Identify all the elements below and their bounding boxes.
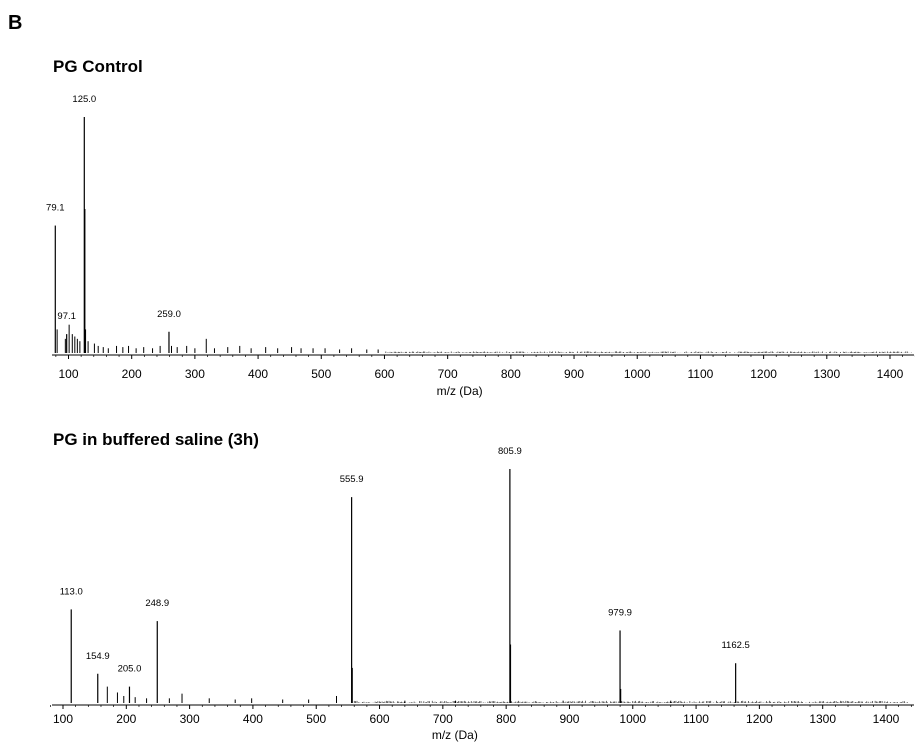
spectrum-2-x-tick-label: 700 <box>433 712 453 726</box>
spectrum-1-x-tick-label: 700 <box>438 367 458 381</box>
spectrum-1-x-tick-label: 1400 <box>877 367 904 381</box>
spectrum-2-baseline-noise <box>353 700 908 703</box>
spectrum-2-peak-label: 154.9 <box>86 651 110 662</box>
spectrum-1-x-tick-label: 800 <box>501 367 521 381</box>
spectrum-1-x-tick-label: 1000 <box>624 367 651 381</box>
spectrum-2-x-tick-label: 300 <box>180 712 200 726</box>
spectrum-2-peak-label: 979.9 <box>608 607 632 618</box>
spectrum-1-x-tick-label: 900 <box>564 367 584 381</box>
panel-title-saline: PG in buffered saline (3h) <box>53 430 259 449</box>
spectrum-2-x-tick-label: 1000 <box>619 712 646 726</box>
spectrum-1-x-tick-label: 300 <box>185 367 205 381</box>
spectrum-1-peak-label: 79.1 <box>46 203 65 214</box>
spectrum-1-x-axis-title: m/z (Da) <box>437 384 483 398</box>
spectrum-2-peak-label: 248.9 <box>145 598 169 609</box>
spectrum-2-x-tick-label: 500 <box>306 712 326 726</box>
spectrum-1-peak-label: 125.0 <box>72 94 96 105</box>
spectrum-1-x-tick-label: 100 <box>58 367 78 381</box>
spectrum-2-x-tick-label: 600 <box>370 712 390 726</box>
figure-letter: B <box>8 12 23 34</box>
spectrum-2-peak-label: 555.9 <box>340 474 364 485</box>
spectrum-1-x-tick-label: 1200 <box>750 367 777 381</box>
spectrum-1-x-tick-label: 1100 <box>688 367 714 381</box>
spectrum-2-x-tick-label: 200 <box>116 712 136 726</box>
spectrum-1-x-tick-label: 600 <box>374 367 394 381</box>
spectrum-1-x-tick-label: 1300 <box>813 367 840 381</box>
spectrum-2-x-axis-title: m/z (Da) <box>432 728 478 742</box>
spectrum-2-peak-label: 805.9 <box>498 446 522 457</box>
spectrum-2-x-tick-label: 900 <box>559 712 579 726</box>
spectrum-2-x-tick-label: 1400 <box>873 712 900 726</box>
spectrum-1-x-tick-label: 200 <box>122 367 142 381</box>
spectrum-2-x-tick-label: 1100 <box>683 712 709 726</box>
spectrum-2-x-tick-label: 1300 <box>809 712 836 726</box>
spectrum-1-x-tick-label: 400 <box>248 367 268 381</box>
spectrum-1-peak-label: 259.0 <box>157 309 181 320</box>
spectrum-1-peak-label: 97.1 <box>57 311 76 322</box>
spectrum-2-x-tick-label: 400 <box>243 712 263 726</box>
spectrum-1-baseline-noise <box>384 351 912 353</box>
spectrum-2-x-tick-label: 800 <box>496 712 516 726</box>
spectrum-2-x-tick-label: 1200 <box>746 712 773 726</box>
spectrum-1-x-tick-label: 500 <box>311 367 331 381</box>
spectrum-2-peak-label: 113.0 <box>60 586 83 597</box>
spectrum-2-peak-label: 1162.5 <box>721 640 749 651</box>
spectrum-2-x-tick-label: 100 <box>53 712 73 726</box>
spectrum-2-peak-label: 205.0 <box>118 664 142 675</box>
panel-title-control: PG Control <box>53 57 143 76</box>
